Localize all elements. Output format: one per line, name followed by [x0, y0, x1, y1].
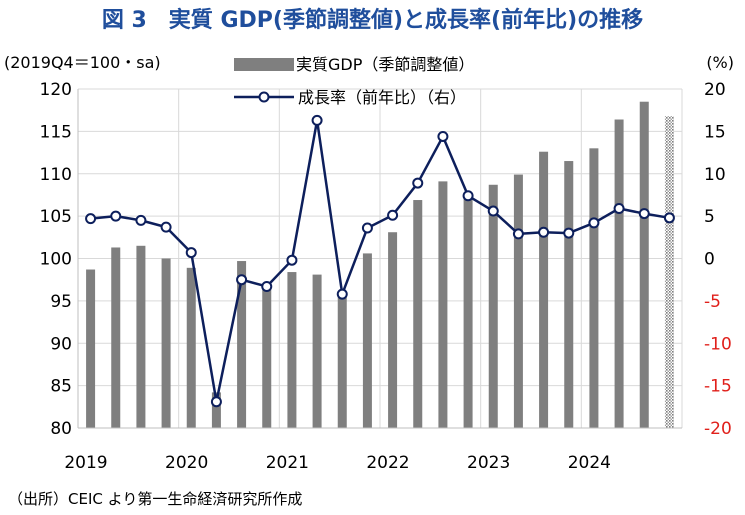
left-tick-label: 115 — [40, 122, 72, 142]
x-tick-label: 2020 — [165, 453, 208, 473]
gdp-bars — [86, 101, 674, 429]
growth-point — [135, 214, 147, 226]
growth-point — [236, 274, 248, 286]
gdp-bar — [463, 192, 473, 428]
gdp-bar — [413, 200, 423, 428]
gdp-bar — [589, 148, 599, 428]
growth-point — [311, 114, 323, 126]
legend-bar-swatch — [234, 58, 294, 71]
left-tick-label: 85 — [50, 377, 72, 397]
gdp-bar — [639, 101, 649, 429]
left-tick-label: 105 — [40, 207, 72, 227]
right-tick-label: 15 — [704, 122, 726, 142]
gdp-bar — [237, 261, 247, 428]
growth-point — [336, 288, 348, 300]
right-tick-label: 20 — [704, 80, 726, 100]
x-tick-label: 2024 — [568, 453, 611, 473]
left-tick-label: 95 — [50, 292, 72, 312]
right-tick-label: 0 — [704, 250, 715, 270]
growth-point — [638, 208, 650, 220]
gdp-bar — [664, 116, 674, 429]
gdp-bar — [564, 161, 574, 428]
gdp-bar — [388, 232, 398, 428]
gdp-bar — [86, 269, 96, 428]
growth-point — [160, 221, 172, 233]
growth-point — [412, 177, 424, 189]
gdp-bar — [312, 274, 322, 428]
growth-point — [437, 130, 449, 142]
source-note: （出所）CEIC より第一生命経済研究所作成 — [8, 490, 303, 508]
left-tick-label: 120 — [40, 80, 72, 100]
growth-point — [210, 396, 222, 408]
right-tick-label: 5 — [704, 207, 715, 227]
growth-point — [85, 213, 97, 225]
chart-title: 図 3 実質 GDP(季節調整値)と成長率(前年比)の推移 — [101, 8, 644, 33]
x-tick-label: 2023 — [467, 453, 510, 473]
gdp-bar — [211, 392, 221, 428]
gdp-bar — [337, 292, 347, 428]
right-tick-label: 10 — [704, 165, 726, 185]
left-tick-label: 80 — [50, 419, 72, 439]
gdp-bar — [438, 181, 448, 428]
growth-point — [487, 205, 499, 217]
right-tick-label: -15 — [704, 377, 732, 397]
growth-point — [663, 212, 675, 224]
growth-point — [613, 202, 625, 214]
left-tick-label: 100 — [40, 250, 72, 270]
gdp-bar — [186, 267, 196, 428]
x-tick-label: 2019 — [64, 453, 107, 473]
gdp-bar — [539, 151, 549, 428]
gdp-bar — [513, 174, 523, 428]
growth-point — [462, 190, 474, 202]
right-tick-label: -10 — [704, 334, 732, 354]
right-tick-label: -20 — [704, 419, 732, 439]
growth-point — [110, 210, 122, 222]
gdp-bar — [287, 272, 297, 428]
gdp-bar — [161, 258, 171, 428]
x-tick-label: 2022 — [366, 453, 409, 473]
right-axis-label: (%) — [706, 53, 734, 72]
growth-point — [538, 226, 550, 238]
gdp-bar — [111, 247, 121, 428]
growth-point — [387, 209, 399, 221]
growth-point — [588, 217, 600, 229]
gdp-bar — [488, 184, 498, 428]
growth-point — [185, 247, 197, 259]
growth-line — [85, 114, 675, 408]
growth-point — [286, 254, 298, 266]
gdp-bar — [136, 245, 146, 428]
left-tick-label: 110 — [40, 165, 72, 185]
growth-point — [563, 227, 575, 239]
growth-point — [512, 228, 524, 240]
x-tick-label: 2021 — [266, 453, 309, 473]
right-tick-label: -5 — [704, 292, 721, 312]
legend-line-marker — [258, 91, 270, 103]
left-tick-label: 90 — [50, 334, 72, 354]
legend: 実質GDP（季節調整値） 成長率（前年比）（右） — [234, 55, 474, 107]
growth-point — [361, 222, 373, 234]
growth-point — [261, 280, 273, 292]
gdp-bar — [614, 119, 624, 428]
left-axis-label: (2019Q4＝100・sa) — [4, 53, 161, 72]
gdp-bar — [262, 286, 272, 428]
gdp-bar — [362, 253, 372, 428]
legend-bar-label: 実質GDP（季節調整値） — [296, 55, 474, 74]
legend-line-label: 成長率（前年比）（右） — [298, 88, 466, 107]
axes: 80 85 90 95 100 105 110 115 120 -20 -15 -10 -5 0 5 10 15… — [40, 80, 732, 473]
